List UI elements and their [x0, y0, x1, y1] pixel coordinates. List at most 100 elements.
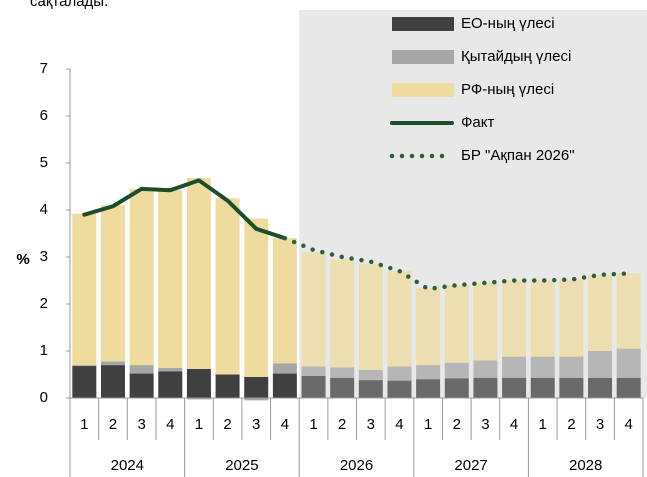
x-tick-label: 1	[195, 416, 203, 433]
bar-segment	[72, 365, 97, 367]
bar-segment	[158, 371, 183, 398]
bar-segment	[330, 259, 355, 368]
bar-segment	[530, 280, 555, 357]
bar-segment	[616, 273, 641, 349]
bar-segment	[186, 368, 211, 398]
bar-segment	[616, 348, 641, 378]
x-tick-label: 3	[481, 416, 489, 433]
legend-label: Факт	[461, 114, 494, 131]
bar-segment	[588, 377, 613, 398]
x-tick-label: 3	[252, 416, 260, 433]
forecast-line	[282, 235, 631, 292]
bar-segment	[387, 366, 412, 381]
bar-segment	[530, 377, 555, 398]
legend-swatch	[392, 17, 454, 31]
chart-title: сақталады.	[30, 0, 108, 10]
bar-segment	[158, 367, 183, 372]
x-tick-label: 4	[395, 416, 403, 433]
bar-segment	[473, 360, 498, 378]
bar-segment	[244, 376, 269, 398]
x-tick-label: 4	[166, 416, 174, 433]
bar-segment	[387, 271, 412, 367]
bar-segment	[100, 205, 125, 362]
bar-segment	[158, 190, 183, 368]
x-tick-label: 1	[424, 416, 432, 433]
bar-segment	[416, 288, 441, 366]
bar-segment	[215, 374, 240, 398]
bar-segment	[100, 365, 125, 398]
x-tick-label: 2	[338, 416, 346, 433]
y-tick-label: 0	[40, 389, 48, 406]
y-tick-label: 5	[40, 154, 48, 171]
bar-segment	[358, 264, 383, 370]
x-tick-label: 2	[109, 416, 117, 433]
year-label: 2028	[569, 457, 602, 474]
bar-segment	[502, 356, 527, 378]
bar-segment	[215, 198, 240, 375]
bar-segment	[502, 280, 527, 357]
legend-swatch	[392, 83, 454, 97]
bar-segment	[186, 398, 211, 400]
x-tick-label: 3	[596, 416, 604, 433]
bar-segment	[301, 366, 326, 376]
x-tick-label: 1	[539, 416, 547, 433]
y-axis-label: %	[16, 251, 29, 268]
bar-segment	[301, 375, 326, 398]
bar-segment	[330, 367, 355, 378]
bar-segment	[559, 279, 584, 357]
bar-segment	[473, 282, 498, 361]
y-tick-label: 4	[40, 201, 48, 218]
bar-segment	[616, 377, 641, 398]
legend-label: РФ-ның үлесі	[461, 81, 554, 98]
legend-label: БР "Ақпан 2026"	[461, 147, 575, 164]
bar-segment	[387, 380, 412, 398]
bar-segment	[588, 274, 613, 351]
bar-segment	[588, 351, 613, 378]
y-tick-label: 6	[40, 107, 48, 124]
x-tick-label: 1	[309, 416, 317, 433]
bar-segment	[129, 373, 154, 398]
fact-line	[82, 178, 287, 241]
bar-segment	[416, 379, 441, 398]
y-tick-label: 3	[40, 248, 48, 265]
year-label: 2024	[111, 457, 144, 474]
x-tick-label: 2	[567, 416, 575, 433]
bar-segment	[358, 369, 383, 381]
bar-segment	[330, 377, 355, 398]
y-tick-label: 7	[40, 60, 48, 77]
bar-segment	[416, 365, 441, 380]
bar-segment	[444, 362, 469, 379]
bar-segment	[244, 218, 269, 377]
bar-segment	[272, 363, 297, 374]
legend-swatch	[392, 50, 454, 64]
year-label: 2027	[454, 457, 487, 474]
bar-segment	[72, 366, 97, 398]
legend-label: ЕО-ның үлесі	[461, 15, 555, 32]
bar-segment	[72, 213, 97, 366]
year-label: 2026	[340, 457, 373, 474]
bar-segment	[244, 398, 269, 401]
bar-segment	[186, 178, 211, 369]
x-tick-label: 2	[453, 416, 461, 433]
bar-segment	[559, 377, 584, 398]
bar-segment	[444, 285, 469, 363]
bar-segment	[358, 380, 383, 398]
y-tick-label: 2	[40, 295, 48, 312]
bar-segment	[301, 252, 326, 367]
bar-segment	[129, 365, 154, 374]
bar-segment	[129, 188, 154, 366]
x-tick-label: 4	[281, 416, 289, 433]
bar-segment	[272, 238, 297, 364]
year-label: 2025	[225, 457, 258, 474]
x-tick-label: 2	[223, 416, 231, 433]
y-tick-label: 1	[40, 342, 48, 359]
bar-segment	[502, 377, 527, 398]
bar-segment	[530, 356, 555, 378]
x-tick-label: 4	[510, 416, 518, 433]
bar-segment	[559, 356, 584, 378]
x-tick-label: 3	[367, 416, 375, 433]
x-tick-label: 4	[625, 416, 633, 433]
x-tick-label: 3	[137, 416, 145, 433]
bar-segment	[272, 373, 297, 398]
